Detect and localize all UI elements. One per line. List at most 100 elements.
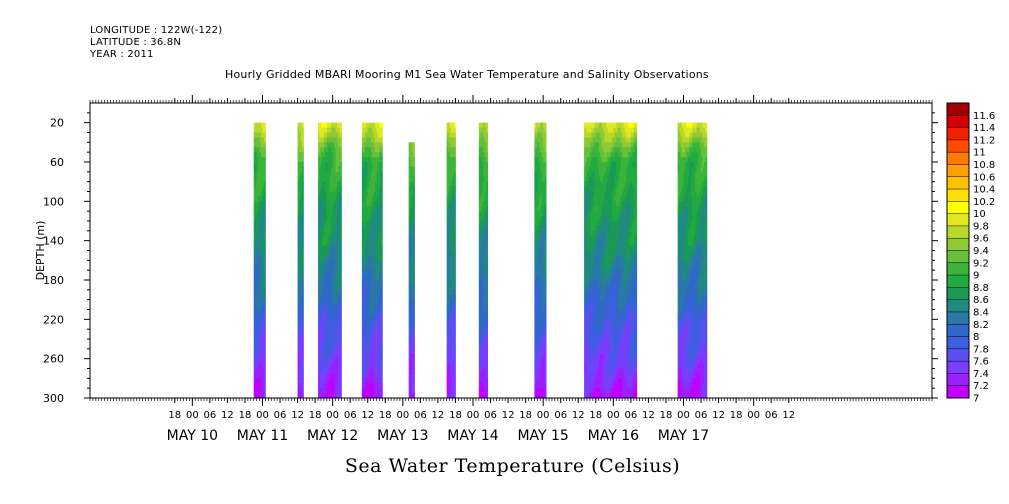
heatmap-cell (594, 324, 597, 330)
heatmap-cell (592, 324, 595, 330)
heatmap-cell (607, 299, 610, 306)
heatmap-cell (370, 275, 373, 281)
heatmap-cell (318, 329, 320, 335)
heatmap-cell (297, 162, 300, 168)
heatmap-cell (332, 378, 335, 384)
heatmap-cell (588, 304, 591, 310)
heatmap-cell (322, 245, 325, 251)
heatmap-cell (255, 314, 258, 320)
heatmap-cell (606, 368, 608, 374)
heatmap-cell (595, 166, 598, 173)
heatmap-cell (258, 388, 260, 394)
heatmap-cell (373, 324, 376, 330)
heatmap-cell (325, 363, 328, 369)
heatmap-cell (600, 240, 603, 247)
heatmap-cell (373, 240, 376, 247)
heatmap-cell (594, 235, 597, 242)
heatmap-cell (263, 157, 266, 163)
heatmap-cell (261, 176, 263, 183)
heatmap-cell (540, 368, 543, 374)
heatmap-cell (376, 240, 379, 247)
heatmap-cell (319, 122, 322, 129)
heatmap-cell (329, 127, 332, 133)
heatmap-cell (601, 122, 604, 129)
heatmap-cell (446, 137, 449, 143)
heatmap-cell (595, 393, 598, 399)
heatmap-cell (452, 127, 455, 133)
heatmap-cell (600, 216, 603, 222)
heatmap-cell (411, 294, 414, 301)
heatmap-cell (376, 368, 379, 374)
heatmap-cell (261, 137, 263, 143)
heatmap-cell (370, 196, 373, 202)
heatmap-cell (601, 186, 604, 192)
heatmap-cell (376, 343, 379, 350)
heatmap-cell (367, 162, 370, 168)
heatmap-cell (328, 348, 331, 355)
heatmap-cell (413, 186, 415, 192)
heatmap-cell (483, 378, 486, 384)
heatmap-cell (410, 358, 412, 365)
heatmap-cell (595, 358, 598, 365)
heatmap-cell (452, 339, 455, 345)
heatmap-cell (604, 324, 607, 330)
heatmap-cell (589, 166, 592, 173)
heatmap-cell (544, 358, 547, 365)
heatmap-cell (256, 162, 259, 168)
heatmap-cell (262, 363, 265, 369)
heatmap-cell (328, 230, 331, 237)
heatmap-cell (258, 284, 260, 291)
heatmap-cell (598, 334, 601, 340)
heatmap-cell (538, 171, 541, 178)
heatmap-cell (448, 225, 451, 232)
heatmap-cell (328, 260, 331, 266)
heatmap-cell (332, 216, 335, 222)
heatmap-cell (366, 368, 369, 374)
heatmap-cell (410, 211, 412, 217)
heatmap-cell (361, 250, 364, 256)
heatmap-cell (544, 201, 547, 207)
heatmap-cell (320, 304, 323, 310)
heatmap-cell (323, 201, 326, 207)
heatmap-cell (411, 201, 414, 207)
heatmap-cell (486, 368, 489, 374)
heatmap-cell (534, 383, 537, 389)
heatmap-cell (595, 211, 598, 217)
heatmap-cell (369, 304, 372, 310)
heatmap-cell (380, 294, 383, 301)
heatmap-cell (339, 284, 342, 291)
heatmap-cell (369, 363, 372, 369)
heatmap-cell (413, 284, 415, 291)
heatmap-cell (610, 294, 613, 301)
heatmap-cell (535, 358, 538, 365)
heatmap-cell (410, 348, 412, 355)
heatmap-cell (253, 299, 256, 306)
heatmap-cell (318, 196, 320, 202)
heatmap-cell (326, 206, 329, 212)
heatmap-cell (320, 166, 323, 173)
heatmap-cell (589, 319, 592, 325)
heatmap-cell (617, 152, 620, 158)
heatmap-cell (263, 206, 266, 212)
heatmap-cell (367, 348, 370, 355)
heatmap-cell (259, 186, 262, 192)
heatmap-cell (446, 225, 449, 232)
heatmap-cell (297, 230, 300, 237)
heatmap-cell (483, 373, 486, 379)
heatmap-cell (337, 127, 339, 133)
heatmap-cell (591, 309, 594, 315)
heatmap-cell (486, 176, 489, 183)
heatmap-cell (411, 196, 414, 202)
heatmap-cell (410, 186, 412, 192)
heatmap-cell (337, 250, 339, 256)
heatmap-cell (300, 206, 303, 212)
heatmap-cell (486, 270, 489, 276)
heatmap-cell (478, 265, 481, 271)
heatmap-cell (535, 250, 538, 256)
heatmap-cell (372, 132, 374, 138)
heatmap-cell (367, 319, 370, 325)
heatmap-cell (335, 191, 338, 197)
heatmap-cell (328, 216, 331, 222)
heatmap-cell (413, 230, 415, 237)
heatmap-cell (369, 225, 372, 232)
